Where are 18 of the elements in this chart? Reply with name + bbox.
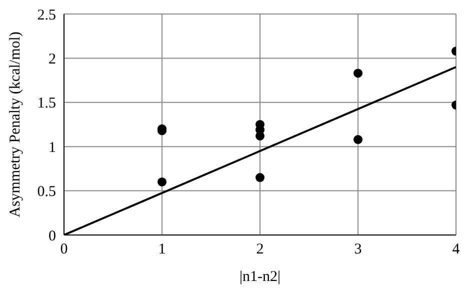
y-tick-label: 0.5 (37, 184, 56, 200)
y-tick-label: 1.5 (37, 96, 56, 112)
y-tick-label: 1 (48, 140, 56, 156)
x-tick-label: 3 (354, 242, 362, 258)
point (353, 68, 363, 78)
y-axis-title: Asymmetry Penalty (kcal/mol) (7, 32, 24, 218)
y-tick-label: 2 (48, 52, 56, 68)
x-tick-label: 1 (158, 242, 166, 258)
y-tick-label: 2.5 (37, 7, 56, 24)
point (157, 177, 167, 186)
x-axis-title: |n1-n2| (239, 269, 281, 285)
x-tick-label: 2 (256, 242, 264, 258)
point (255, 173, 265, 182)
x-tick-label: 4 (452, 242, 460, 258)
point (353, 135, 363, 144)
y-tick-label: 0 (48, 228, 56, 244)
point (255, 131, 265, 140)
x-tick-label: 0 (60, 242, 68, 258)
